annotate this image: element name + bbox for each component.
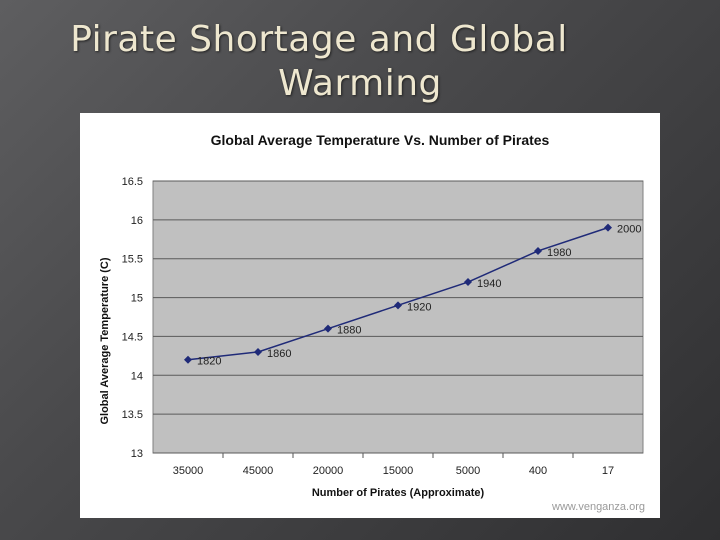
plot-area xyxy=(152,180,644,454)
point-label: 1940 xyxy=(477,278,501,290)
watermark-text: www.venganza.org xyxy=(551,501,645,513)
point-label: 1920 xyxy=(407,301,431,313)
slide-title-line-2: Warming xyxy=(278,63,442,104)
data-points xyxy=(184,223,612,364)
x-axis-ticks: 35000 45000 20000 15000 5000 400 17 xyxy=(173,465,614,477)
y-axis-ticks: 13 13.5 14 14.5 15 15.5 16 16.5 xyxy=(122,176,143,460)
x-tick-label: 17 xyxy=(602,465,614,477)
gridlines xyxy=(153,180,643,458)
x-tick-label: 35000 xyxy=(173,465,204,477)
data-point xyxy=(534,246,542,255)
point-label: 1880 xyxy=(337,325,361,337)
x-tick-label: 15000 xyxy=(383,465,414,477)
x-tick-label: 400 xyxy=(529,465,547,477)
y-tick-label: 15.5 xyxy=(122,254,143,266)
y-tick-label: 13 xyxy=(131,448,143,460)
point-label: 2000 xyxy=(617,224,641,236)
data-point xyxy=(394,301,402,310)
y-tick-label: 15 xyxy=(131,293,143,305)
point-labels: 1820 1860 1880 1920 1940 1980 2000 xyxy=(197,224,641,368)
chart-panel: Global Average Temperature Vs. Number of… xyxy=(80,113,660,518)
y-tick-label: 16.5 xyxy=(122,176,143,188)
line-chart: Global Average Temperature Vs. Number of… xyxy=(99,132,645,513)
x-tick-label: 45000 xyxy=(243,465,274,477)
y-tick-label: 14 xyxy=(131,370,143,382)
x-tick-label: 20000 xyxy=(313,465,344,477)
x-tick-label: 5000 xyxy=(456,465,480,477)
y-tick-label: 13.5 xyxy=(122,409,143,421)
y-tick-label: 14.5 xyxy=(122,331,143,343)
x-axis-label: Number of Pirates (Approximate) xyxy=(312,487,485,499)
chart-title: Global Average Temperature Vs. Number of… xyxy=(211,132,550,148)
data-point xyxy=(184,355,192,364)
data-point xyxy=(604,223,612,232)
slide-title-line-1: Pirate Shortage and Global xyxy=(70,19,568,60)
data-point xyxy=(254,347,262,356)
y-tick-label: 16 xyxy=(131,215,143,227)
slide-title: Pirate Shortage and Global Warming xyxy=(0,18,720,106)
y-axis-label: Global Average Temperature (C) xyxy=(99,257,111,424)
data-point xyxy=(324,324,332,333)
point-label: 1860 xyxy=(267,348,291,360)
point-label: 1820 xyxy=(197,356,221,368)
data-point xyxy=(464,278,472,287)
point-label: 1980 xyxy=(547,247,571,259)
